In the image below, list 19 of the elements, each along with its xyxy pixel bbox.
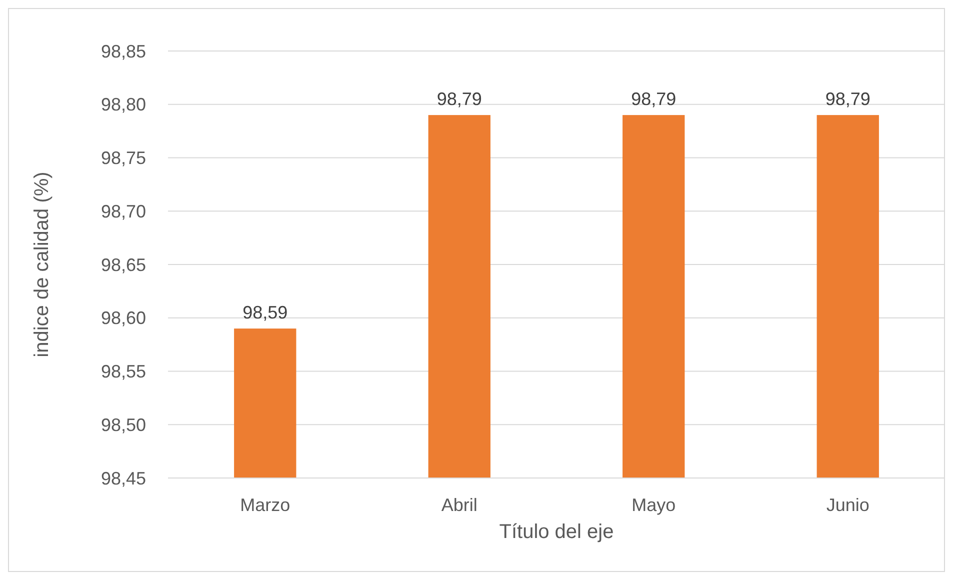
y-tick-label: 98,80 bbox=[100, 94, 146, 115]
y-axis-title: indice de calidad (%) bbox=[31, 172, 53, 358]
x-tick-label: Mayo bbox=[632, 495, 676, 515]
x-tick-label: Abril bbox=[441, 495, 478, 515]
y-tick-label: 98,50 bbox=[100, 414, 146, 435]
y-tick-label: 98,85 bbox=[100, 41, 146, 62]
y-tick-label: 98,60 bbox=[100, 308, 146, 328]
y-tick-label: 98,45 bbox=[100, 468, 146, 488]
y-tick-label: 98,75 bbox=[100, 148, 146, 168]
y-tick-label: 98,65 bbox=[100, 254, 146, 275]
data-label: 98,59 bbox=[242, 302, 288, 323]
data-label: 98,79 bbox=[436, 89, 482, 110]
y-tick-label: 98,70 bbox=[100, 201, 146, 222]
x-axis-title: Título del eje bbox=[499, 521, 614, 543]
x-tick-label: Marzo bbox=[240, 495, 290, 515]
y-tick-label: 98,55 bbox=[100, 362, 146, 382]
x-tick-label: Junio bbox=[826, 495, 870, 515]
data-label: 98,79 bbox=[631, 89, 676, 110]
data-label: 98,79 bbox=[825, 89, 870, 110]
